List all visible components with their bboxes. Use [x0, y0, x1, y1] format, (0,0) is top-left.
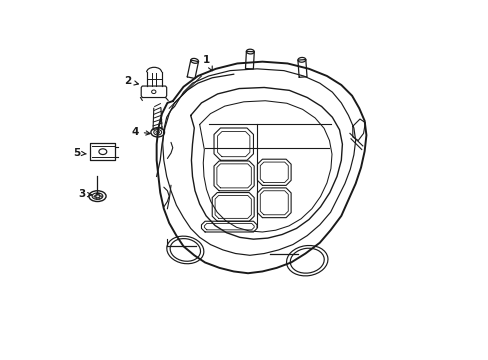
Text: 1: 1 [203, 55, 212, 71]
Text: 5: 5 [73, 148, 86, 158]
Text: 3: 3 [79, 189, 92, 199]
Text: 4: 4 [131, 127, 150, 136]
Text: 2: 2 [124, 76, 138, 86]
